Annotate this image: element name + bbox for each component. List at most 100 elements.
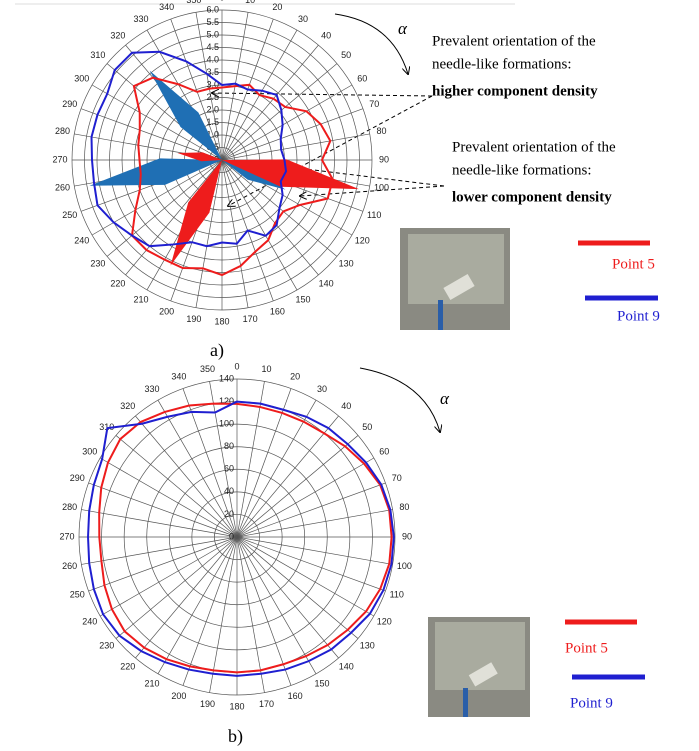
spoke <box>115 435 238 538</box>
spoke <box>115 536 238 639</box>
radial-label: 60 <box>224 464 234 474</box>
angle-label: 60 <box>379 446 389 456</box>
spoke <box>221 159 249 308</box>
angle-label: 10 <box>245 0 255 5</box>
rose-petal <box>149 70 222 160</box>
spoke <box>80 108 223 161</box>
direction-label: α <box>398 19 408 38</box>
angle-label: 40 <box>321 30 331 40</box>
angle-label: 0 <box>234 361 239 371</box>
spoke <box>221 159 298 291</box>
angle-label: 220 <box>120 662 135 672</box>
rose-petal <box>170 160 222 266</box>
spoke <box>221 84 353 161</box>
angle-label: 100 <box>397 561 412 571</box>
angle-label: 330 <box>144 384 159 394</box>
spoke <box>135 536 238 659</box>
spoke <box>195 159 223 308</box>
spoke <box>221 133 370 161</box>
angle-label: 0 <box>219 0 224 2</box>
annotation-emphasis: higher component density <box>432 83 598 99</box>
legend-label: Point 5 <box>565 640 608 656</box>
rose-petal <box>89 158 222 186</box>
angle-label: 240 <box>74 235 89 245</box>
spoke <box>236 536 317 675</box>
spoke <box>236 536 359 639</box>
radial-label: 0 <box>229 531 234 541</box>
angle-label: 270 <box>52 154 67 164</box>
direction-arrow <box>334 13 408 74</box>
annotation: needle-like formations: <box>432 56 572 72</box>
angle-label: 30 <box>298 14 308 24</box>
series-line <box>130 76 334 277</box>
angle-label: 80 <box>377 126 387 136</box>
angle-label: 350 <box>200 364 215 374</box>
spoke <box>236 536 393 565</box>
angle-label: 250 <box>70 590 85 600</box>
spoke <box>157 399 238 538</box>
series-line <box>87 400 395 677</box>
angle-label: 60 <box>357 73 367 83</box>
angle-label: 180 <box>229 701 244 711</box>
angle-label: 210 <box>144 679 159 689</box>
radial-label: 120 <box>219 396 234 406</box>
angle-label: 290 <box>62 99 77 109</box>
radial-label: 1.5 <box>206 117 219 127</box>
spoke <box>135 415 238 538</box>
radial-label: 6.0 <box>206 4 219 14</box>
angle-label: 140 <box>339 662 354 672</box>
angle-label: 310 <box>90 50 105 60</box>
angle-label: 20 <box>290 372 300 382</box>
angle-label: 330 <box>133 14 148 24</box>
angle-label: 190 <box>200 699 215 709</box>
angle-label: 110 <box>390 590 404 600</box>
angle-label: 90 <box>379 154 389 164</box>
spoke <box>106 159 223 257</box>
angle-label: 20 <box>272 2 282 12</box>
angle-label: 70 <box>392 473 402 483</box>
annotation: needle-like formations: <box>452 162 592 178</box>
photo <box>400 228 510 330</box>
radial-label: 4.0 <box>206 54 219 64</box>
angle-label: 50 <box>341 50 351 60</box>
angle-label: 110 <box>367 210 381 220</box>
spoke <box>170 18 223 161</box>
angle-label: 260 <box>55 183 70 193</box>
spoke <box>182 388 238 538</box>
rose-petal <box>222 160 286 190</box>
radial-label: 40 <box>224 486 234 496</box>
angle-label: 300 <box>82 446 97 456</box>
spoke <box>236 536 375 617</box>
annotation: Prevalent orientation of the <box>432 33 596 49</box>
angle-label: 210 <box>133 295 148 305</box>
rose-petal <box>177 152 222 162</box>
radial-label: 5.0 <box>206 29 219 39</box>
angle-label: 160 <box>288 691 303 701</box>
angle-label: 170 <box>259 699 274 709</box>
series-line <box>98 402 393 674</box>
angle-label: 260 <box>62 561 77 571</box>
angle-label: 90 <box>402 531 412 541</box>
radial-label: 2.0 <box>206 104 219 114</box>
angle-label: 70 <box>369 99 379 109</box>
radial-label: 20 <box>224 509 234 519</box>
subplot-label: b) <box>228 726 243 747</box>
series-line <box>90 50 288 248</box>
angle-label: 150 <box>295 295 310 305</box>
direction-arrow <box>359 367 440 432</box>
spoke <box>81 509 238 538</box>
pointer <box>228 95 433 206</box>
radial-label: 3.0 <box>206 79 219 89</box>
spoke <box>182 536 238 686</box>
angle-label: 300 <box>74 73 89 83</box>
spoke <box>195 12 223 161</box>
spoke <box>236 482 386 538</box>
angle-label: 280 <box>62 502 77 512</box>
angle-label: 310 <box>99 422 114 432</box>
spoke <box>221 159 319 276</box>
spoke <box>236 399 317 538</box>
angle-label: 80 <box>399 502 409 512</box>
spoke <box>157 536 238 675</box>
angle-label: 240 <box>82 616 97 626</box>
